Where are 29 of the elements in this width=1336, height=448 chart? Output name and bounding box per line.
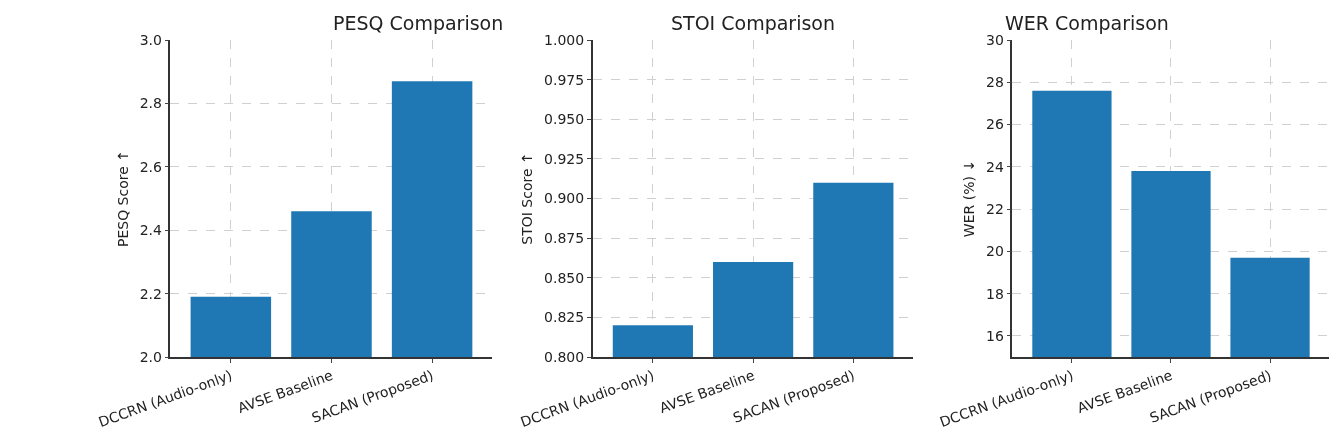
y-tick-label: 0.875 xyxy=(544,230,585,247)
y-tick-label: 0.950 xyxy=(544,111,585,128)
y-axis-title: STOI Score ↑ xyxy=(519,152,536,245)
y-tick-label: 18 xyxy=(986,285,1004,302)
y-tick-label: 26 xyxy=(986,116,1005,133)
chart-title: STOI Comparison xyxy=(671,12,836,34)
y-tick-label: 0.900 xyxy=(544,190,585,207)
y-tick-label: 3.0 xyxy=(139,31,162,48)
y-tick-label: 22 xyxy=(986,200,1004,217)
chart-title: PESQ Comparison xyxy=(333,12,504,34)
y-tick-label: 2.0 xyxy=(139,348,162,365)
y-tick-label: 2.8 xyxy=(139,95,162,112)
y-axis-title: PESQ Score ↑ xyxy=(114,149,131,248)
y-axis-title: WER (%) ↓ xyxy=(961,159,978,238)
y-tick-label: 20 xyxy=(986,243,1004,260)
y-tick-label: 28 xyxy=(986,74,1004,91)
y-tick-label: 1.000 xyxy=(544,31,585,48)
y-tick-label: 2.4 xyxy=(139,222,163,239)
y-tick-label: 0.975 xyxy=(544,71,585,88)
y-tick-label: 24 xyxy=(986,158,1005,175)
y-tick-label: 2.6 xyxy=(139,158,163,175)
y-tick-label: 16 xyxy=(986,327,1005,344)
y-tick-label: 0.850 xyxy=(544,269,585,286)
y-tick-label: 30 xyxy=(986,31,1004,48)
chart-title: WER Comparison xyxy=(1005,12,1169,34)
y-tick-label: 2.2 xyxy=(139,285,162,302)
y-tick-label: 0.925 xyxy=(544,150,585,167)
y-tick-label: 0.825 xyxy=(544,309,585,326)
y-tick-label: 0.800 xyxy=(544,348,585,365)
